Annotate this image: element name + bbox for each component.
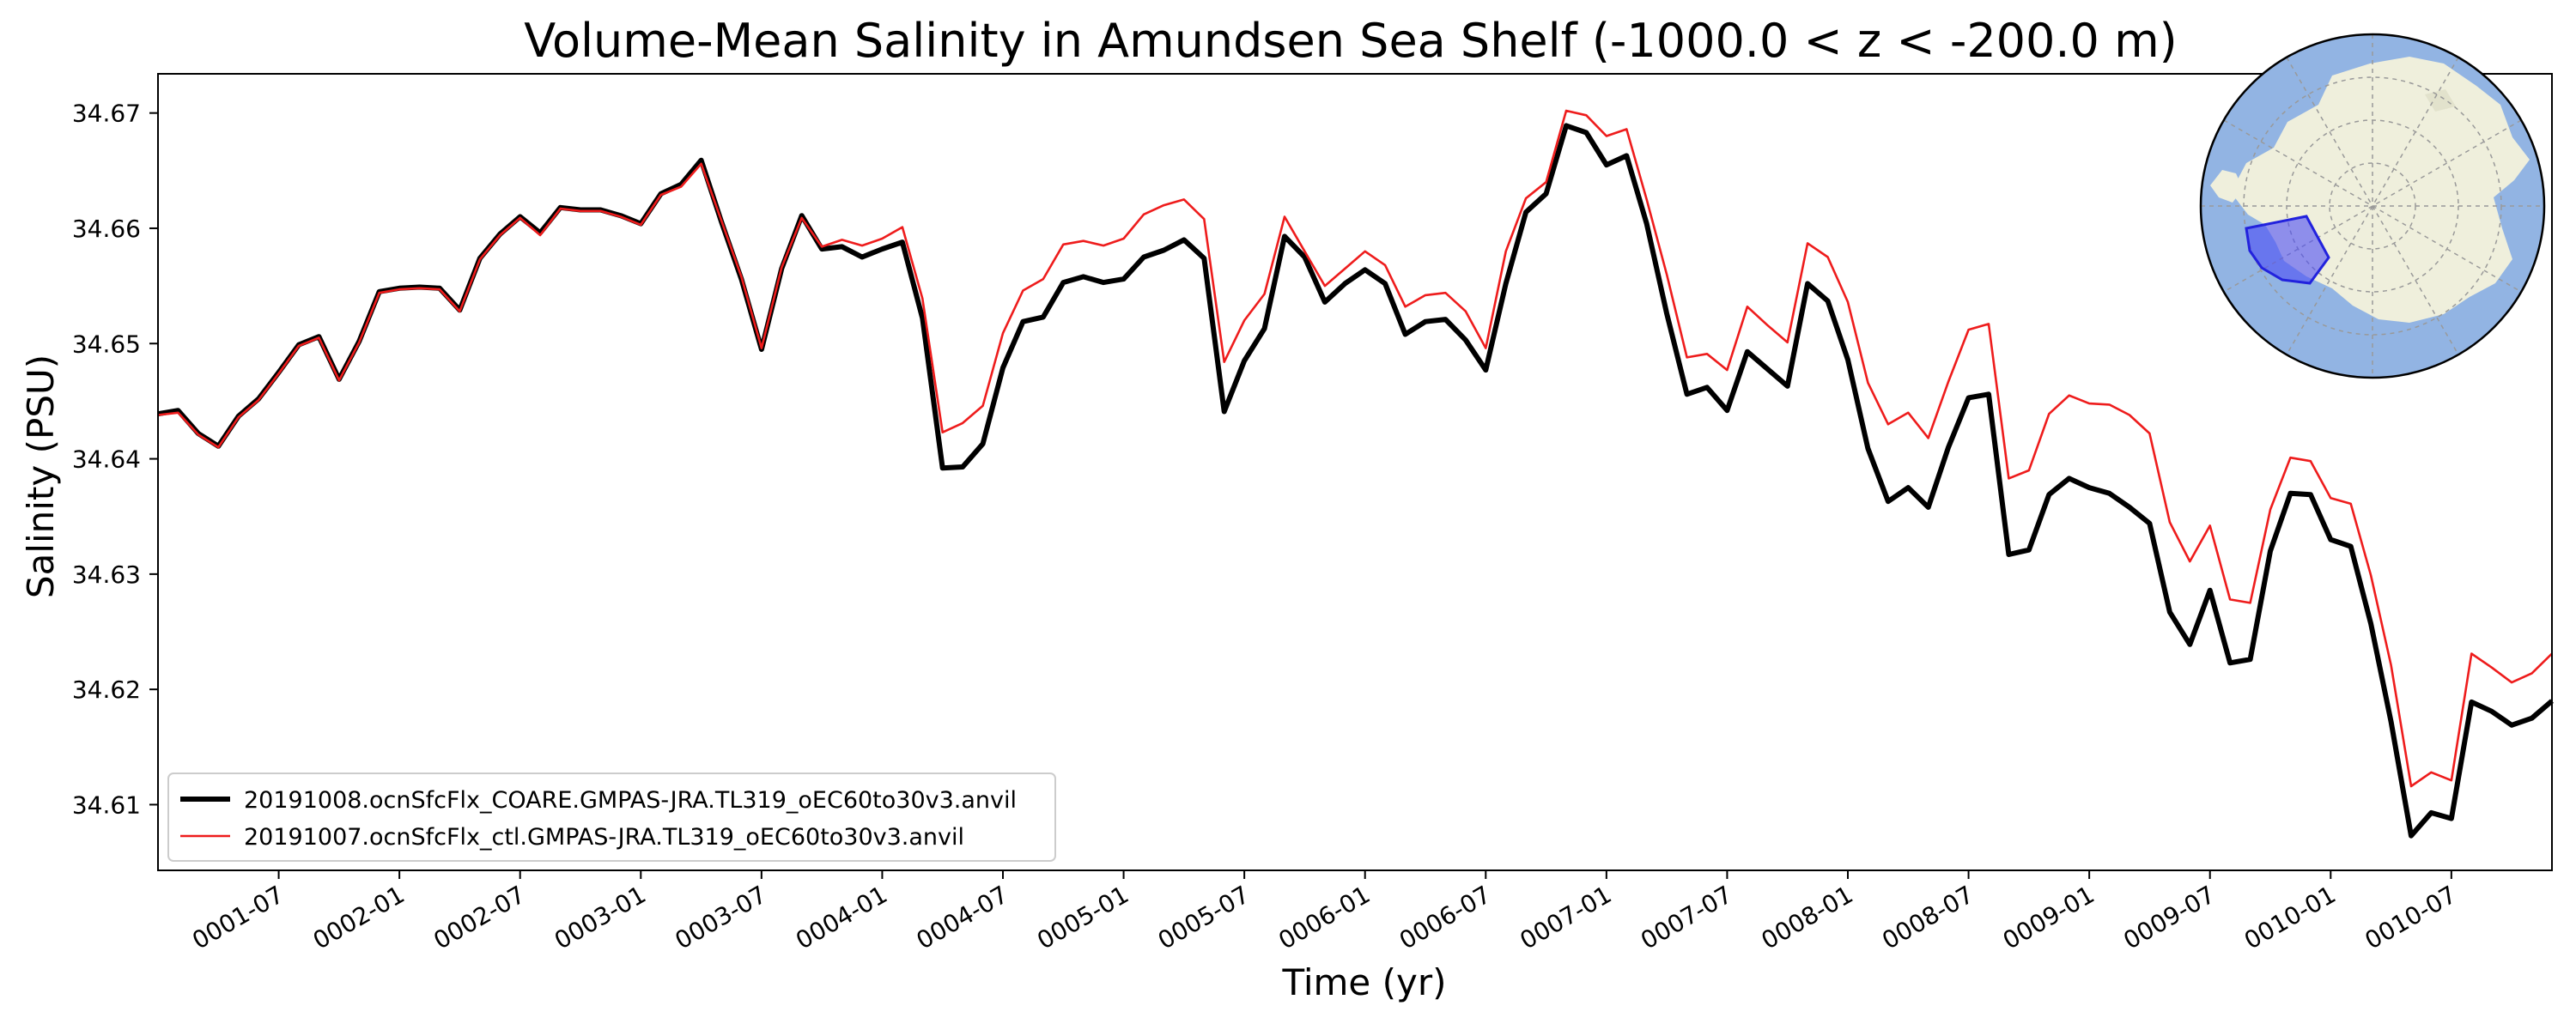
x-tick-label: 0002-01 — [308, 880, 410, 954]
x-tick-label: 0003-01 — [550, 880, 651, 954]
ice-shelf — [2425, 89, 2456, 112]
x-axis-label: Time (yr) — [1281, 961, 1446, 1003]
x-tick-label: 0009-07 — [2118, 880, 2220, 954]
series-line-1 — [157, 123, 2554, 839]
peninsula-tip — [2210, 170, 2243, 203]
x-axis: 0001-07 0002-01 0002-07 0003-01 0003-07 0004-… — [187, 870, 2461, 955]
x-tick-label: 0002-07 — [428, 880, 530, 954]
map-border — [2199, 33, 2546, 379]
plot-frame — [157, 73, 2553, 871]
x-tick-label: 0008-01 — [1757, 880, 1858, 954]
x-tick-label: 0010-01 — [2239, 880, 2341, 954]
y-tick-label: 34.66 — [72, 215, 141, 243]
x-tick-label: 0001-07 — [187, 880, 289, 954]
y-tick-label: 34.64 — [72, 445, 141, 474]
x-tick-label: 0009-01 — [1998, 880, 2099, 954]
amundsen-region — [2245, 215, 2330, 285]
x-tick-label: 0006-07 — [1394, 880, 1496, 954]
plot-area — [157, 73, 2554, 871]
y-tick-label: 34.63 — [72, 560, 141, 589]
x-tick-label: 0004-07 — [912, 880, 1013, 954]
x-tick-label: 0005-01 — [1032, 880, 1133, 954]
x-tick-label: 0003-07 — [671, 880, 772, 954]
legend-box — [167, 772, 1056, 862]
y-axis-label: Salinity (PSU) — [20, 354, 62, 598]
legend: 20191008.ocnSfcFlx_COARE.GMPAS-JRA.TL319… — [167, 772, 1056, 862]
inset-map — [2199, 33, 2546, 379]
chart-title: Volume-Mean Salinity in Amundsen Sea She… — [524, 14, 2178, 68]
x-tick-label: 0007-01 — [1516, 880, 1617, 954]
y-axis: 34.61 34.62 34.63 34.64 34.65 34.66 34.67 — [72, 100, 158, 819]
map-content — [2201, 34, 2544, 378]
legend-label-1: 20191008.ocnSfcFlx_COARE.GMPAS-JRA.TL319… — [244, 787, 1017, 814]
y-tick-label: 34.67 — [72, 100, 141, 128]
x-tick-label: 0007-07 — [1636, 880, 1737, 954]
y-tick-label: 34.61 — [72, 791, 141, 819]
x-tick-label: 0008-07 — [1877, 880, 1978, 954]
x-tick-label: 0006-01 — [1273, 880, 1375, 954]
y-tick-label: 34.62 — [72, 676, 141, 704]
series-line-2 — [157, 109, 2553, 788]
y-tick-label: 34.65 — [72, 330, 141, 358]
x-tick-label: 0010-07 — [2360, 880, 2462, 954]
x-tick-label: 0005-07 — [1153, 880, 1255, 954]
x-tick-label: 0004-01 — [791, 880, 892, 954]
legend-label-2: 20191007.ocnSfcFlx_ctl.GMPAS-JRA.TL319_o… — [244, 824, 964, 851]
